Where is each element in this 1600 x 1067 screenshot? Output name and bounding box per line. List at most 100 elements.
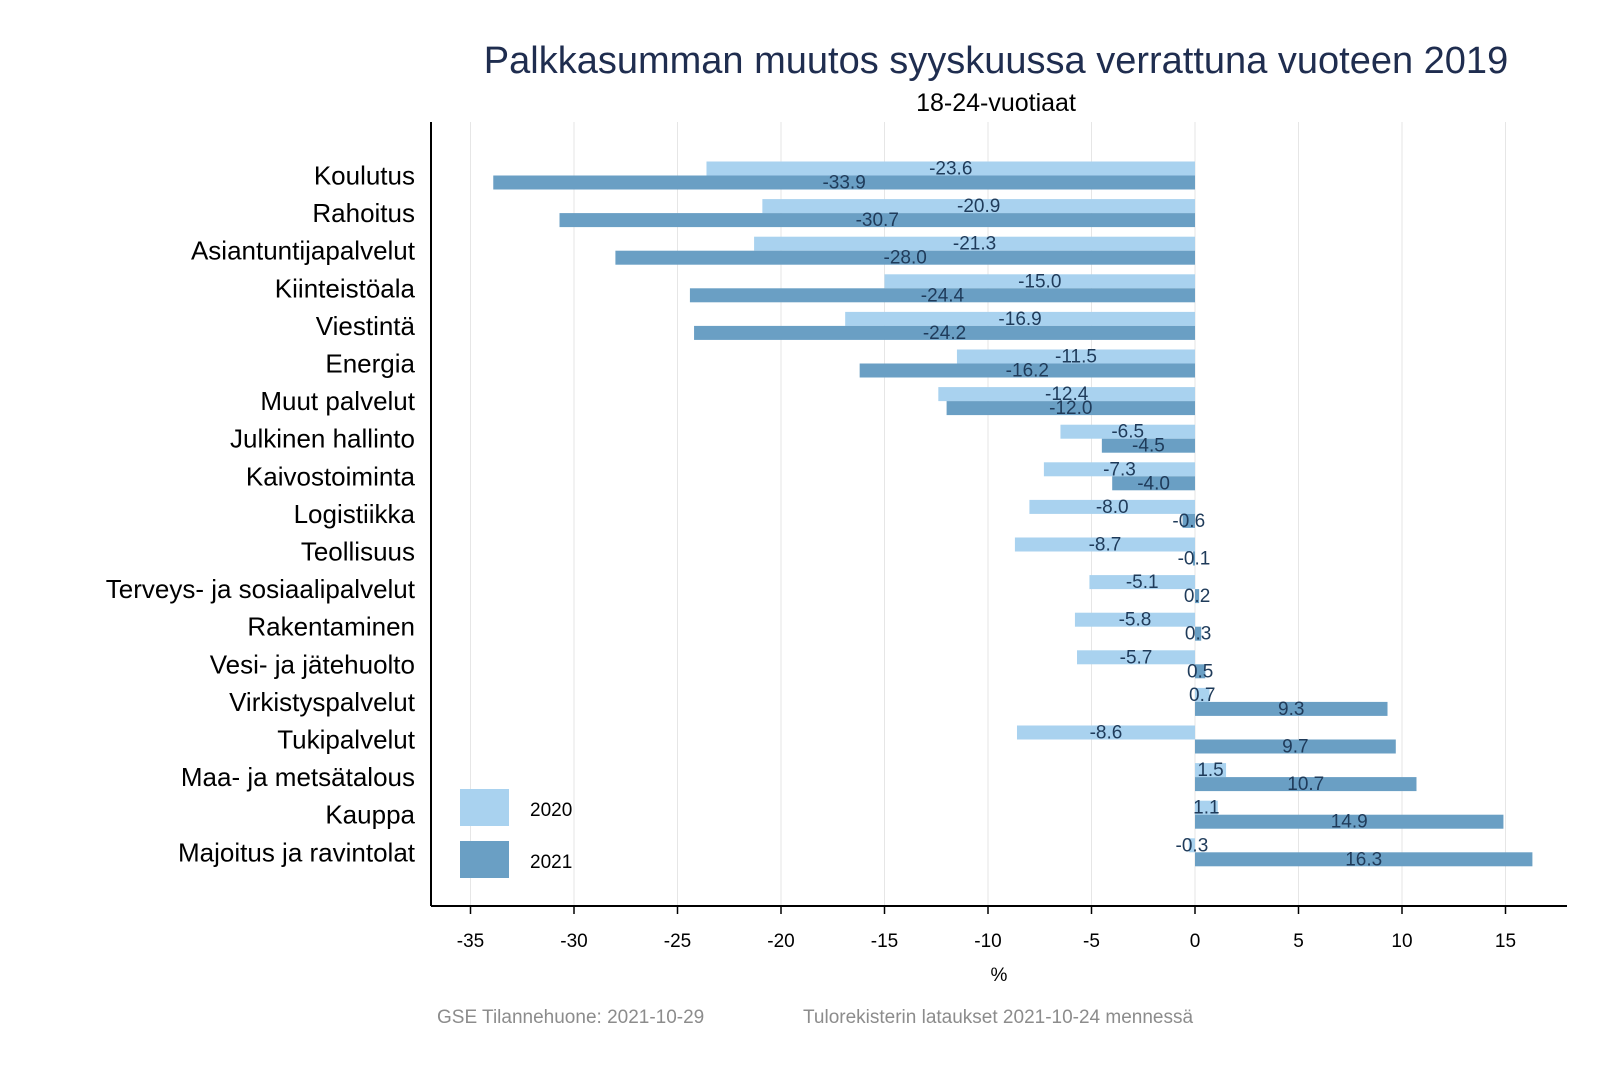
data-label-2021: 10.7 bbox=[1287, 774, 1324, 795]
category-label: Kaivostoiminta bbox=[246, 461, 416, 491]
category-label: Kauppa bbox=[325, 800, 415, 830]
data-label-2020: -7.3 bbox=[1103, 459, 1136, 480]
bar-2021 bbox=[1195, 626, 1202, 641]
category-label: Energia bbox=[325, 349, 415, 379]
data-label-2021: 0.2 bbox=[1184, 586, 1210, 607]
data-label-2020: -20.9 bbox=[957, 196, 1000, 217]
x-tick-label: -20 bbox=[767, 931, 794, 952]
bar-2020 bbox=[1043, 462, 1195, 477]
x-tick-label: -25 bbox=[664, 931, 691, 952]
bar-2020 bbox=[706, 161, 1195, 176]
x-axis-title: % bbox=[991, 965, 1008, 986]
bar-2020 bbox=[1089, 575, 1195, 590]
bar-2021 bbox=[694, 325, 1195, 340]
bar-2020 bbox=[938, 387, 1195, 402]
data-label-2021: -30.7 bbox=[856, 210, 899, 231]
data-label-2020: 1.5 bbox=[1197, 760, 1223, 781]
x-tick-label: -15 bbox=[871, 931, 898, 952]
data-label-2021: 0.3 bbox=[1185, 624, 1211, 645]
x-tick-label: -5 bbox=[1083, 931, 1100, 952]
data-label-2021: -12.0 bbox=[1049, 398, 1092, 419]
bar-2021 bbox=[1195, 589, 1200, 604]
category-label: Viestintä bbox=[316, 311, 416, 341]
category-labels: Koulutus Rahoitus Asiantuntijapalvelut Kiin… bbox=[106, 161, 416, 868]
data-label-2021: -0.6 bbox=[1172, 511, 1205, 532]
x-tick-label: -10 bbox=[974, 931, 1001, 952]
bar-2020 bbox=[956, 349, 1195, 364]
bar-2021 bbox=[1195, 701, 1388, 716]
category-label: Asiantuntijapalvelut bbox=[191, 236, 416, 266]
bars bbox=[493, 161, 1533, 867]
bar-2020 bbox=[1195, 800, 1218, 815]
legend-label-2020: 2020 bbox=[530, 800, 572, 821]
bar-2020 bbox=[1077, 650, 1195, 665]
category-label: Koulutus bbox=[314, 161, 415, 191]
bar-2021 bbox=[615, 250, 1195, 265]
bar-2021 bbox=[1195, 739, 1396, 754]
data-label-2021: -24.4 bbox=[921, 285, 965, 306]
bar-2020 bbox=[1074, 612, 1195, 627]
data-label-2021: 16.3 bbox=[1345, 849, 1382, 870]
category-label: Kiinteistöala bbox=[275, 273, 416, 303]
data-label-2020: -8.6 bbox=[1090, 723, 1123, 744]
data-labels: -23.6 -33.9 -20.9 -30.7 -21.3 -28.0 -15.0 -24.4… bbox=[822, 159, 1382, 871]
bar-2021 bbox=[559, 213, 1195, 228]
legend-swatch-2021 bbox=[460, 841, 509, 878]
data-label-2021: -28.0 bbox=[884, 248, 927, 269]
category-label: Terveys- ja sosiaalipalvelut bbox=[106, 574, 416, 604]
bar-2021 bbox=[1192, 551, 1195, 566]
data-label-2021: 9.7 bbox=[1282, 737, 1308, 758]
data-label-2020: -23.6 bbox=[929, 159, 972, 180]
bar-2020 bbox=[1188, 838, 1195, 853]
category-label: Logistiikka bbox=[294, 499, 416, 529]
category-label: Majoitus ja ravintolat bbox=[178, 837, 416, 867]
data-label-2021: -0.1 bbox=[1178, 549, 1211, 570]
data-label-2020: -0.3 bbox=[1176, 835, 1209, 856]
x-ticks: -35 -30 -25 -20 -15 -10 -5 0 5 10 15 bbox=[457, 906, 1516, 952]
caption-data-note: Tulorekisterin lataukset 2021-10-24 menn… bbox=[803, 1007, 1193, 1028]
data-label-2021: -4.5 bbox=[1132, 436, 1165, 457]
x-tick-label: 10 bbox=[1391, 931, 1412, 952]
bar-2021 bbox=[1101, 438, 1195, 453]
bar-2020 bbox=[1195, 763, 1227, 778]
bar-2020 bbox=[884, 274, 1195, 289]
category-label: Rahoitus bbox=[312, 198, 415, 228]
data-label-2020: 0.7 bbox=[1189, 685, 1215, 706]
bar-2020 bbox=[1014, 537, 1195, 552]
data-label-2020: -8.0 bbox=[1096, 497, 1129, 518]
data-label-2020: -6.5 bbox=[1111, 422, 1144, 443]
category-label: Rakentaminen bbox=[247, 612, 415, 642]
bar-2020 bbox=[762, 199, 1195, 214]
data-label-2021: -24.2 bbox=[923, 323, 966, 344]
bar-2021 bbox=[1182, 513, 1195, 528]
category-label: Muut palvelut bbox=[260, 386, 415, 416]
legend-label-2021: 2021 bbox=[530, 852, 572, 873]
bar-2021 bbox=[1195, 852, 1533, 867]
data-label-2020: -5.8 bbox=[1119, 610, 1152, 631]
x-tick-label: -30 bbox=[560, 931, 587, 952]
data-label-2020: -21.3 bbox=[953, 234, 996, 255]
x-tick-label: 5 bbox=[1293, 931, 1304, 952]
bar-2020 bbox=[1060, 424, 1195, 439]
category-label: Teollisuus bbox=[301, 537, 415, 567]
data-label-2021: -33.9 bbox=[822, 173, 865, 194]
data-label-2021: 14.9 bbox=[1331, 812, 1368, 833]
legend-swatch-2020 bbox=[460, 789, 509, 826]
chart-subtitle: 18-24-vuotiaat bbox=[916, 89, 1076, 117]
category-label: Vesi- ja jätehuolto bbox=[210, 649, 415, 679]
bar-2020 bbox=[754, 236, 1195, 251]
bar-2021 bbox=[1195, 814, 1504, 829]
bar-2021 bbox=[493, 175, 1195, 190]
data-label-2020: -8.7 bbox=[1089, 535, 1122, 556]
x-tick-label: -35 bbox=[457, 931, 484, 952]
legend: 2020 2021 bbox=[460, 789, 572, 878]
bar-2021 bbox=[1112, 476, 1195, 491]
data-label-2021: 9.3 bbox=[1278, 699, 1304, 720]
category-label: Virkistyspalvelut bbox=[229, 687, 416, 717]
bar-2021 bbox=[689, 288, 1195, 303]
category-label: Tukipalvelut bbox=[277, 725, 416, 755]
data-label-2020: -16.9 bbox=[998, 309, 1041, 330]
caption-source: GSE Tilannehuone: 2021-10-29 bbox=[437, 1007, 704, 1028]
data-label-2021: -4.0 bbox=[1137, 473, 1170, 494]
